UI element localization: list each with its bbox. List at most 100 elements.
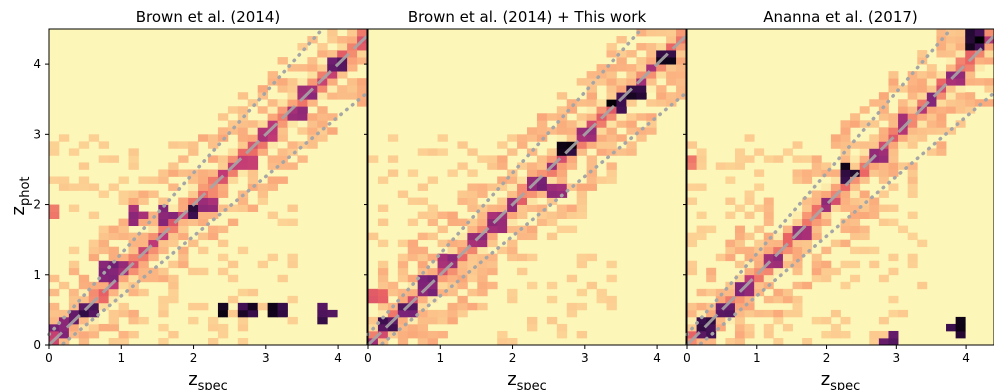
heatmap-cell: [859, 211, 870, 219]
heatmap-cell: [840, 225, 851, 234]
heatmap-cell: [128, 148, 139, 156]
heatmap-cell: [907, 162, 918, 170]
panel-2: 0 1 2 3 4 Brown et al. (2014) + This work zspe…: [364, 8, 688, 390]
y-tick-label: 2: [33, 198, 41, 212]
heatmap-cell: [626, 120, 637, 128]
heatmap-cell: [706, 225, 717, 234]
heatmap-cell: [773, 295, 784, 304]
heatmap-cell: [715, 323, 726, 332]
heatmap-cell: [108, 232, 119, 241]
heatmap-cell: [636, 57, 647, 65]
heatmap-cell: [108, 155, 119, 163]
panel-title: Ananna et al. (2017): [763, 8, 918, 26]
heatmap-cell: [792, 211, 803, 219]
heatmap-cell: [327, 309, 338, 318]
heatmap-cell: [467, 225, 478, 234]
heatmap-cell: [377, 288, 389, 297]
heatmap-cell: [517, 267, 528, 276]
heatmap-cell: [878, 127, 889, 135]
heatmap-cell: [626, 50, 637, 58]
heatmap-cell: [108, 260, 119, 269]
heatmap-cell: [407, 197, 419, 205]
heatmap-cell: [78, 176, 90, 184]
heatmap-cell: [497, 225, 508, 234]
heatmap-cell: [287, 204, 298, 212]
heatmap-cell: [158, 337, 169, 346]
heatmap-cell: [487, 253, 498, 262]
heatmap-cell: [696, 302, 707, 311]
heatmap-cell: [417, 211, 429, 219]
heatmap-cell: [725, 211, 736, 219]
heatmap-cell: [888, 253, 899, 262]
heatmap-cell: [850, 141, 861, 149]
heatmap-cell: [821, 204, 832, 212]
heatmap-cell: [108, 267, 119, 276]
heatmap-cell: [208, 141, 219, 149]
heatmap-cell: [447, 274, 458, 283]
heatmap-cell: [487, 260, 498, 269]
heatmap-cell: [869, 120, 880, 128]
heatmap-cell: [773, 239, 784, 248]
heatmap-cell: [128, 211, 139, 219]
heatmap-cell: [49, 211, 60, 219]
heatmap-cell: [368, 316, 379, 325]
heatmap-cell: [744, 134, 755, 142]
heatmap-cell: [606, 113, 617, 121]
heatmap-cell: [955, 29, 966, 37]
heatmap-cell: [427, 281, 438, 290]
heatmap-cell: [397, 274, 409, 283]
heatmap-cell: [118, 337, 129, 346]
heatmap-cell: [792, 302, 803, 311]
heatmap-cell: [626, 141, 637, 149]
heatmap-cell: [527, 204, 538, 212]
heatmap-cell: [417, 148, 429, 156]
heatmap-cell: [636, 134, 647, 142]
heatmap-cell: [457, 246, 468, 255]
heatmap-cell: [859, 169, 870, 177]
heatmap-cell: [782, 295, 793, 304]
heatmap-cell: [596, 99, 607, 107]
x-tick-label: 3: [892, 351, 900, 365]
heatmap-cell: [840, 204, 851, 212]
heatmap-cell: [850, 183, 861, 191]
heatmap-cell: [715, 288, 726, 297]
heatmap-cell: [596, 127, 607, 135]
heatmap-cell: [666, 78, 677, 86]
heatmap-cell: [68, 148, 80, 156]
heatmap-cell: [68, 323, 80, 332]
heatmap-cell: [467, 183, 478, 191]
heatmap-cell: [878, 218, 889, 227]
heatmap-cell: [888, 309, 899, 318]
heatmap-cell: [646, 29, 657, 37]
heatmap-cell: [676, 29, 687, 37]
heatmap-cell: [566, 225, 578, 234]
heatmap-cell: [984, 57, 994, 65]
heatmap-cell: [427, 316, 438, 325]
heatmap-cell: [237, 246, 249, 255]
heatmap-cell: [636, 78, 647, 86]
heatmap-cell: [397, 337, 409, 346]
heatmap-cell: [88, 302, 100, 311]
heatmap-cell: [377, 330, 389, 339]
heatmap-cell: [517, 183, 528, 191]
heatmap-cell: [744, 323, 755, 332]
heatmap-cell: [946, 99, 957, 107]
heatmap-cell: [247, 99, 259, 107]
x-axis-label: zspec: [188, 369, 228, 390]
heatmap-cell: [457, 267, 468, 276]
heatmap-cell: [556, 330, 568, 339]
heatmap-cell: [666, 50, 677, 58]
heatmap-cell: [118, 288, 129, 297]
heatmap-cell: [357, 92, 368, 100]
heatmap-cell: [936, 78, 947, 86]
heatmap-cell: [666, 29, 677, 37]
heatmap-cell: [317, 106, 328, 114]
heatmap-cell: [427, 253, 438, 262]
heatmap-cell: [888, 120, 899, 128]
heatmap-cell: [377, 281, 389, 290]
heatmap-cell: [850, 260, 861, 269]
heatmap-cell: [850, 211, 861, 219]
heatmap-cell: [397, 330, 409, 339]
heatmap-cell: [763, 330, 774, 339]
heatmap-cell: [869, 155, 880, 163]
